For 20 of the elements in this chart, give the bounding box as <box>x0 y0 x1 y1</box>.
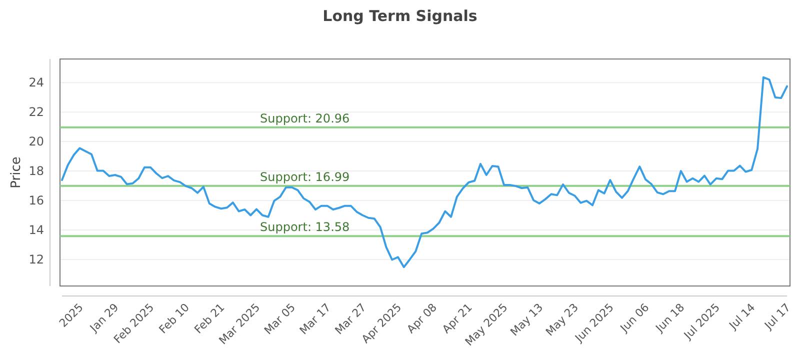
y-tick-label: 16 <box>28 193 44 208</box>
x-tick-label: Jul 14 <box>726 300 758 333</box>
x-tick-label: Jul 17 <box>761 300 794 333</box>
x-tick-label: Mar 17 <box>297 300 334 338</box>
y-tick-label: 14 <box>28 222 44 237</box>
ref-line-label: Support: 16.99 <box>260 170 350 184</box>
line-series <box>61 76 788 268</box>
y-tick-label: 22 <box>28 104 44 119</box>
ref-line-label: Support: 20.96 <box>260 111 350 126</box>
chart-title: Long Term Signals <box>322 7 478 25</box>
ref-line-label: Support: 13.58 <box>260 220 350 234</box>
y-axis-title: Price <box>9 156 24 188</box>
y-tick-label: 18 <box>28 164 44 178</box>
x-tick-label: Feb 10 <box>156 300 192 336</box>
y-tick-label: 12 <box>28 252 44 266</box>
x-tick-label: Jun 06 <box>617 300 652 336</box>
y-tick-label: 20 <box>28 134 44 148</box>
x-tick-label: Apr 08 <box>404 300 440 336</box>
y-tick-label: 24 <box>28 75 44 90</box>
x-tick-label: Mar 05 <box>262 300 298 338</box>
